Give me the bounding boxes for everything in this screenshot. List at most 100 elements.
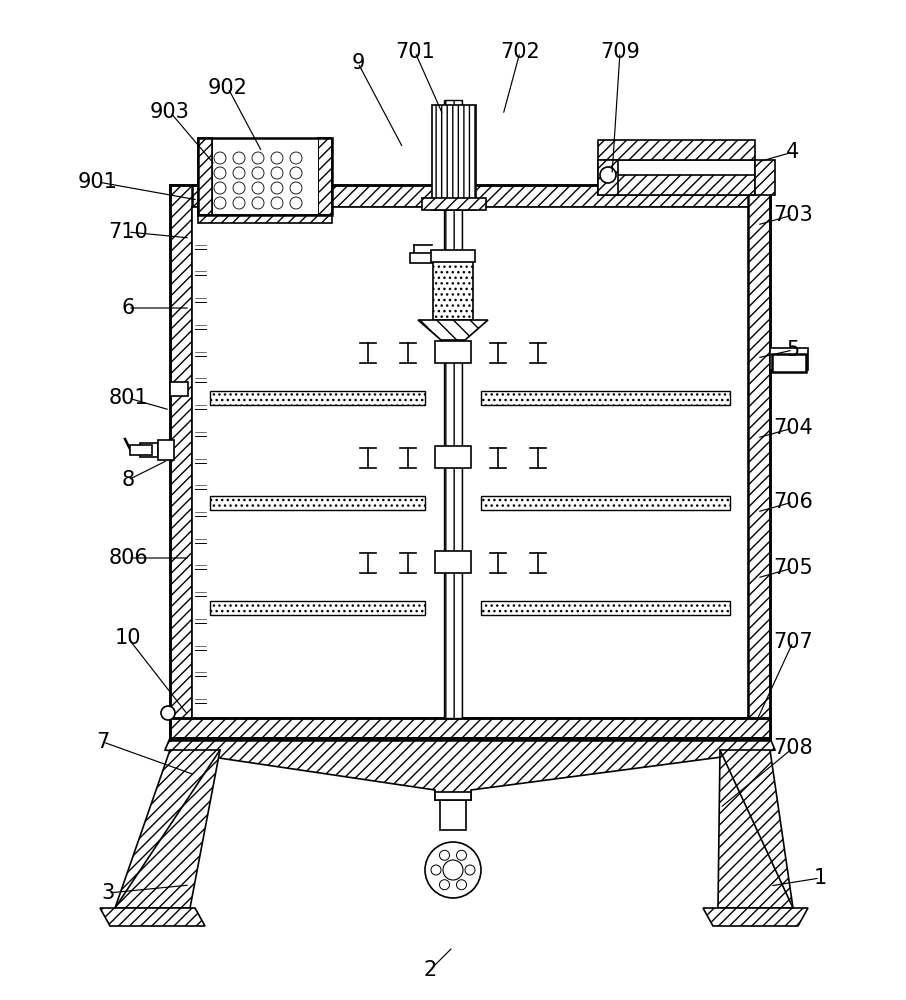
Bar <box>318 138 332 215</box>
Circle shape <box>290 152 302 164</box>
Circle shape <box>290 182 302 194</box>
Bar <box>772 354 806 372</box>
Circle shape <box>252 182 264 194</box>
Bar <box>210 391 425 405</box>
Bar <box>431 250 475 262</box>
Bar <box>481 391 730 405</box>
Bar <box>433 260 473 320</box>
Circle shape <box>214 182 226 194</box>
Bar <box>748 185 770 740</box>
Bar <box>435 341 471 363</box>
Circle shape <box>252 197 264 209</box>
Text: 5: 5 <box>786 340 800 360</box>
Bar <box>158 440 174 460</box>
Text: 701: 701 <box>395 42 435 62</box>
Bar <box>170 718 770 738</box>
Circle shape <box>431 865 441 875</box>
Text: 703: 703 <box>773 205 813 225</box>
Circle shape <box>439 880 449 890</box>
Circle shape <box>465 865 475 875</box>
Text: 10: 10 <box>115 628 141 648</box>
Bar <box>170 382 188 396</box>
Bar <box>770 348 808 370</box>
Text: 2: 2 <box>423 960 437 980</box>
Bar <box>435 792 471 800</box>
Text: 902: 902 <box>208 78 248 98</box>
Bar <box>598 160 618 195</box>
Bar <box>432 105 476 210</box>
Circle shape <box>271 197 283 209</box>
Circle shape <box>271 167 283 179</box>
Text: 710: 710 <box>108 222 148 242</box>
Text: 702: 702 <box>500 42 540 62</box>
Text: 3: 3 <box>101 883 115 903</box>
Text: 705: 705 <box>773 558 813 578</box>
Polygon shape <box>703 908 808 926</box>
Bar <box>440 800 466 830</box>
Text: 708: 708 <box>773 738 813 758</box>
Text: 9: 9 <box>352 53 365 73</box>
Circle shape <box>161 706 175 720</box>
Text: 6: 6 <box>121 298 135 318</box>
Circle shape <box>214 197 226 209</box>
Circle shape <box>233 197 245 209</box>
Bar <box>598 175 755 195</box>
Bar <box>130 445 152 455</box>
Bar <box>481 496 730 510</box>
Text: 709: 709 <box>600 42 640 62</box>
Circle shape <box>271 182 283 194</box>
Circle shape <box>252 167 264 179</box>
Polygon shape <box>165 738 775 800</box>
Bar <box>598 160 755 195</box>
Text: 903: 903 <box>150 102 190 122</box>
Text: 704: 704 <box>773 418 813 438</box>
Polygon shape <box>100 908 205 926</box>
Text: 1: 1 <box>814 868 826 888</box>
Text: 706: 706 <box>773 492 813 512</box>
Bar <box>198 138 212 215</box>
Circle shape <box>290 167 302 179</box>
Circle shape <box>233 152 245 164</box>
Bar <box>598 140 755 160</box>
Text: 801: 801 <box>108 388 148 408</box>
Text: 806: 806 <box>108 548 148 568</box>
Circle shape <box>290 197 302 209</box>
Bar <box>170 185 192 740</box>
Text: 8: 8 <box>121 470 135 490</box>
Bar <box>210 601 425 615</box>
Circle shape <box>600 167 616 183</box>
Bar <box>422 198 486 210</box>
Text: 4: 4 <box>786 142 800 162</box>
Bar <box>481 601 730 615</box>
Bar <box>170 718 770 740</box>
Bar <box>198 215 332 223</box>
Bar <box>192 207 748 718</box>
Bar <box>435 551 471 573</box>
Circle shape <box>443 860 463 880</box>
Bar <box>410 253 432 263</box>
Circle shape <box>214 167 226 179</box>
Bar <box>435 446 471 468</box>
Text: 901: 901 <box>78 172 118 192</box>
Circle shape <box>457 880 467 890</box>
Bar <box>140 443 158 457</box>
Text: 707: 707 <box>773 632 813 652</box>
Bar <box>755 160 775 195</box>
Circle shape <box>252 152 264 164</box>
Circle shape <box>439 850 449 860</box>
Circle shape <box>214 152 226 164</box>
Circle shape <box>457 850 467 860</box>
Polygon shape <box>718 750 793 908</box>
Polygon shape <box>115 750 220 908</box>
Circle shape <box>233 182 245 194</box>
Bar <box>198 138 332 215</box>
Circle shape <box>271 152 283 164</box>
Bar <box>444 100 462 310</box>
Bar <box>210 496 425 510</box>
Text: 7: 7 <box>96 732 110 752</box>
Circle shape <box>233 167 245 179</box>
Polygon shape <box>418 320 488 340</box>
Bar <box>212 138 318 215</box>
Bar <box>170 185 770 207</box>
Circle shape <box>425 842 481 898</box>
